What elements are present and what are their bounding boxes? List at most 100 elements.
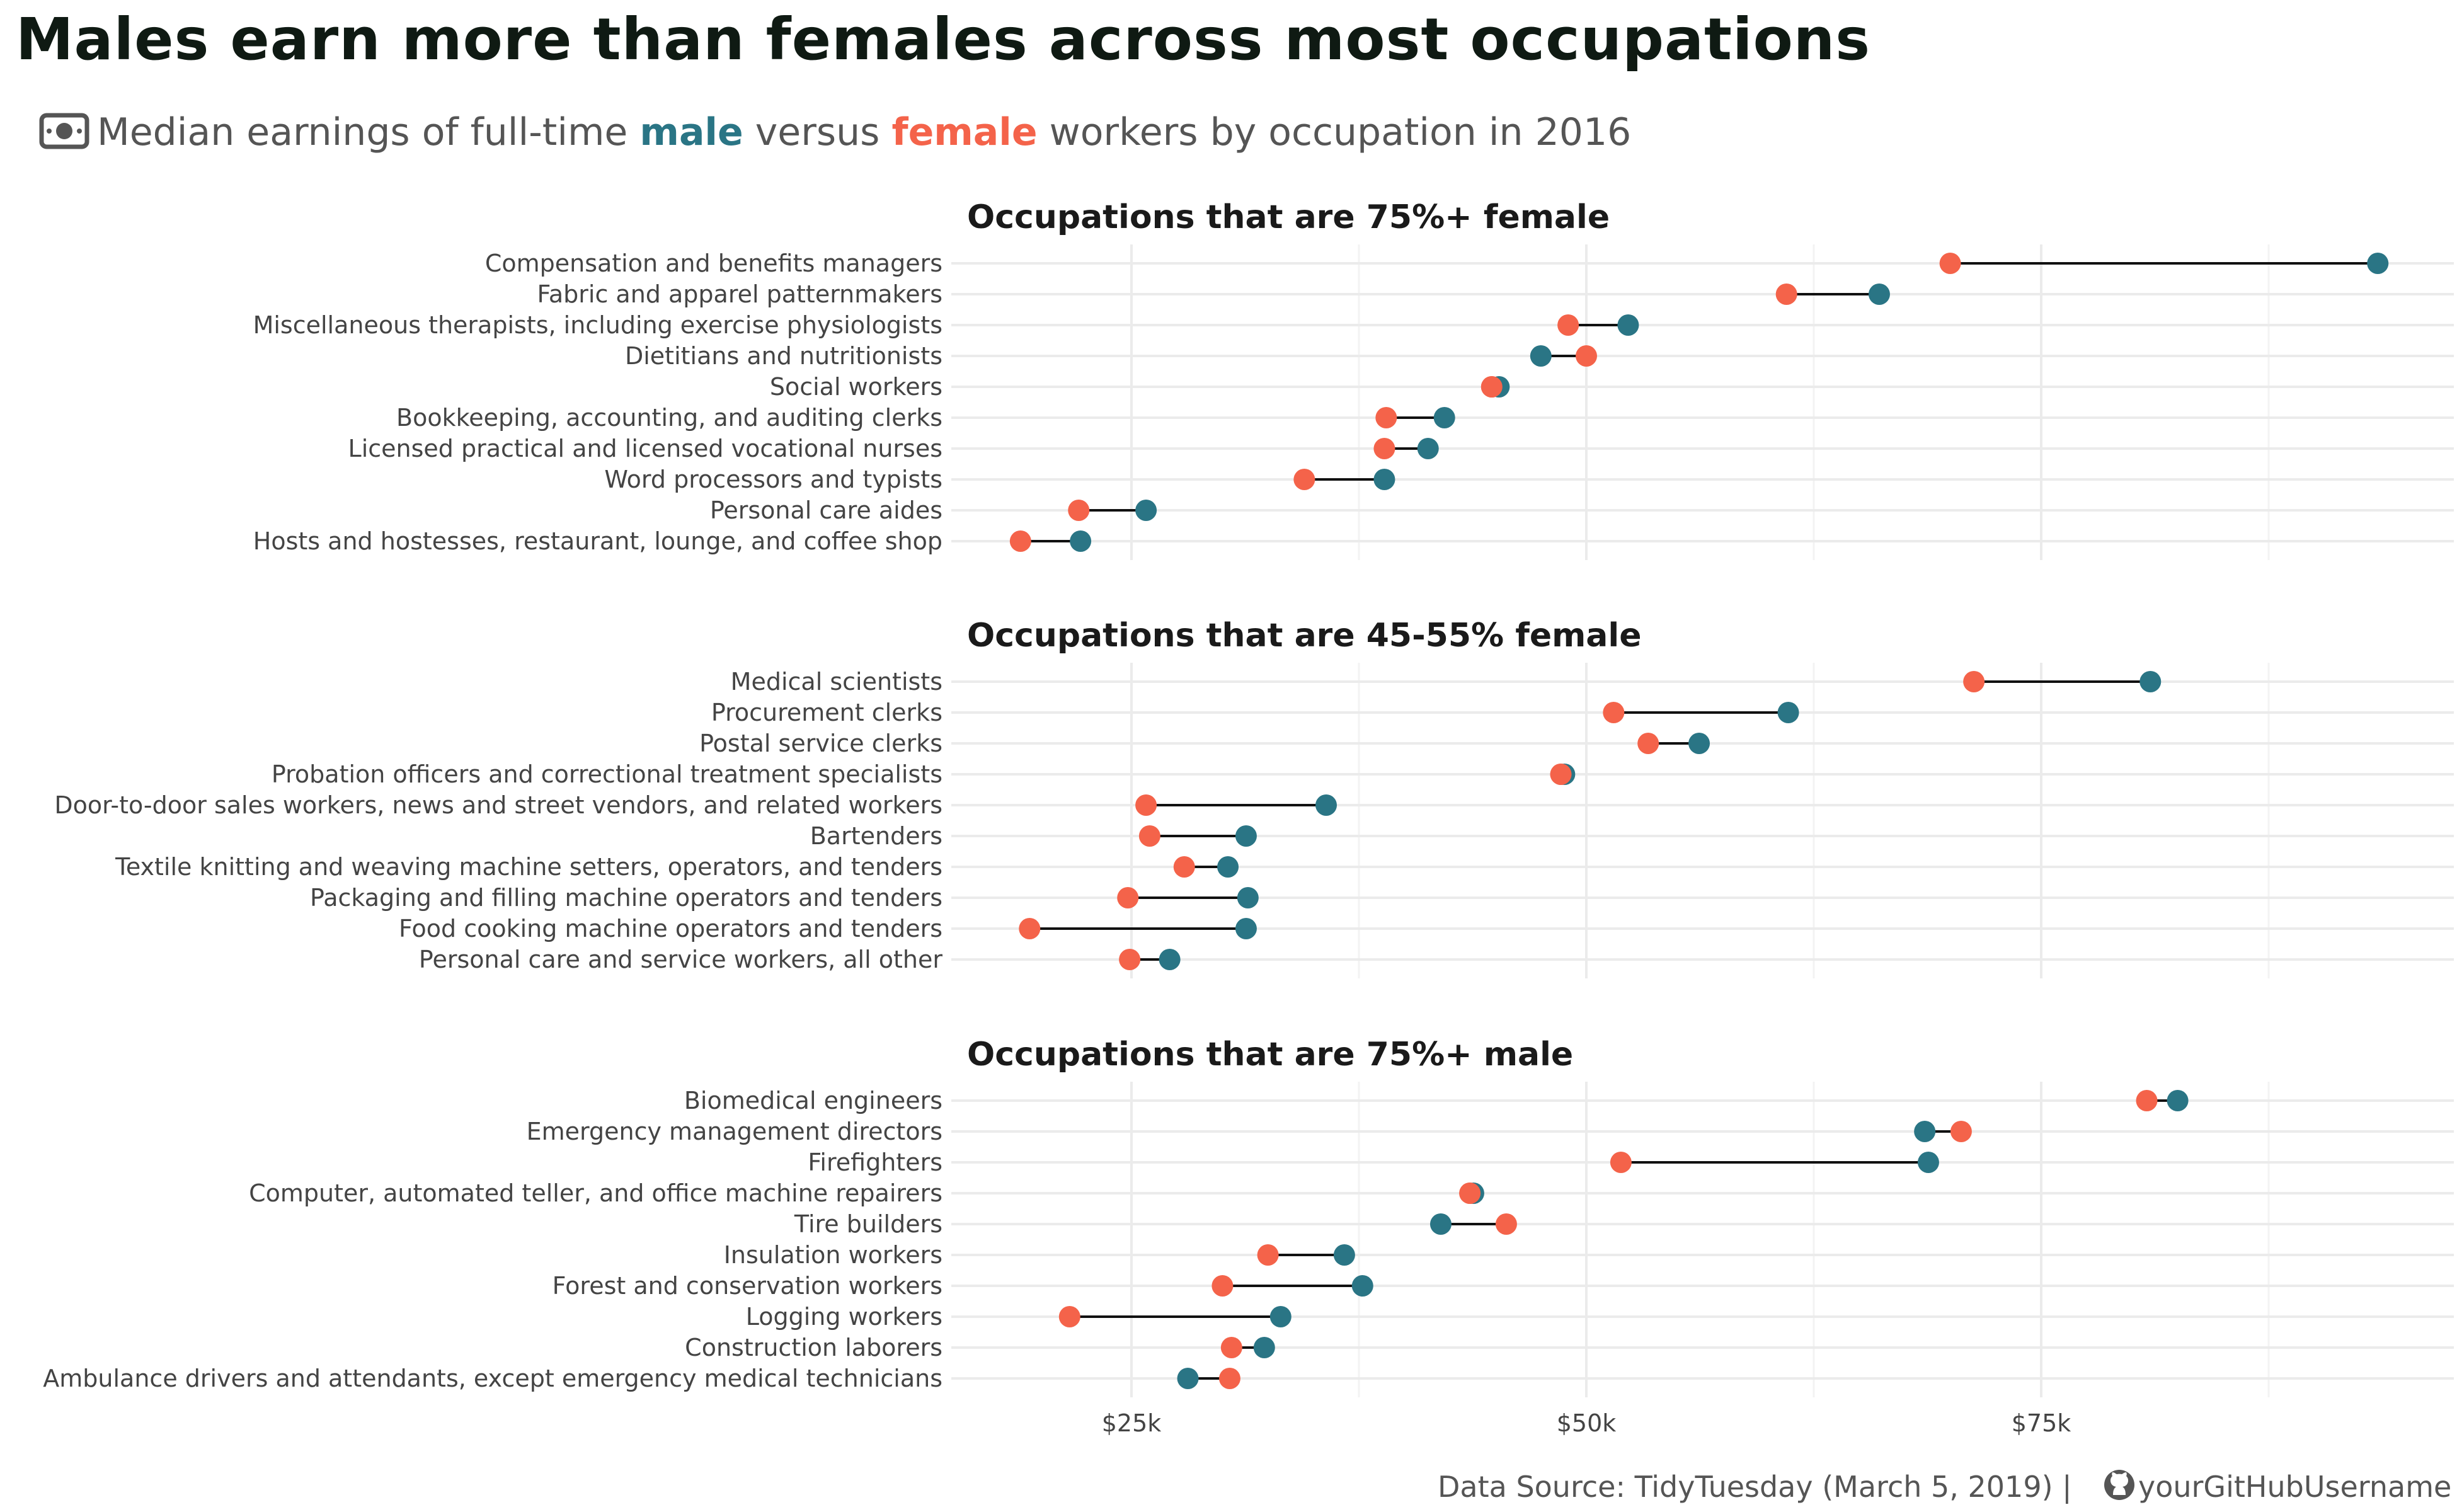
occupation-label: Computer, automated teller, and office m… [249,1179,942,1207]
male-point [2167,1090,2189,1111]
occupation-label: Medical scientists [731,668,942,696]
occupation-label: Firefighters [808,1148,942,1176]
male-point [1617,314,1639,336]
occupation-label: Personal care and service workers, all o… [419,946,942,973]
occupation-label: Food cooking machine operators and tende… [399,915,942,942]
occupation-label: Biomedical engineers [684,1087,942,1114]
female-point-overlay [1550,764,1572,785]
male-point [1914,1121,1936,1142]
male-point [1235,918,1257,939]
occupation-label: Door-to-door sales workers, news and str… [54,791,942,819]
male-point [1159,949,1181,970]
occupation-label: Ambulance drivers and attendants, except… [43,1365,942,1392]
occupation-label: Forest and conservation workers [553,1272,942,1300]
male-point [1269,1306,1292,1327]
female-point [1068,500,1090,521]
occupation-label: Dietitians and nutritionists [625,342,942,370]
occupation-label: Logging workers [746,1303,942,1331]
female-point [1218,1368,1240,1389]
occupation-label: Procurement clerks [711,699,942,726]
occupation-label: Insulation workers [724,1241,942,1269]
male-point [1237,887,1259,908]
chart-title: Males earn more than females across most… [16,6,1870,73]
female-point [1293,469,1315,490]
subtitle-female: female [891,110,1037,154]
female-point [1375,407,1397,428]
male-point [1235,825,1257,847]
female-point [1963,671,1985,692]
occupation-label: Fabric and apparel patternmakers [537,280,943,308]
female-point [1610,1152,1632,1173]
female-point [1939,253,1961,274]
panel-title: Occupations that are 75%+ female [967,198,1610,236]
subtitle: Median earnings of full-time male versus… [39,110,1631,154]
female-point [1495,1213,1517,1235]
female-point [1135,794,1157,816]
caption: Data Source: TidyTuesday (March 5, 2019)… [1438,1470,2451,1504]
caption-user: yourGitHubUsername [2138,1470,2451,1504]
female-point [1058,1306,1080,1327]
male-point [2367,253,2389,274]
female-point [1576,345,1597,367]
subtitle-prefix: Median earnings of full-time [97,110,639,154]
x-tick-label: $25k [1102,1409,1162,1437]
female-point [1211,1275,1234,1297]
male-point [1530,345,1552,367]
male-point [1135,500,1157,521]
female-point-overlay [1480,376,1503,398]
male-point [1217,856,1239,878]
male-point [1917,1152,1939,1173]
male-point [1070,530,1092,552]
occupation-label: Construction laborers [685,1334,942,1361]
male-point [1351,1275,1373,1297]
caption-source: Data Source: TidyTuesday (March 5, 2019)… [1438,1470,2072,1504]
subtitle-text: Median earnings of full-time male versus… [97,110,1631,154]
subtitle-suffix: workers by occupation in 2016 [1038,110,1632,154]
male-point [1777,702,1799,723]
occupation-label: Emergency management directors [527,1118,942,1145]
male-point [1333,1244,1355,1266]
panel-title: Occupations that are 75%+ male [967,1036,1573,1074]
female-point [1603,702,1625,723]
female-point [1119,949,1141,970]
occupation-label: Personal care aides [710,496,942,524]
male-point [1315,794,1337,816]
occupation-label: Miscellaneous therapists, including exer… [253,311,942,339]
occupation-label: Social workers [770,373,942,401]
occupation-label: Word processors and typists [604,466,942,493]
female-point [1009,530,1031,552]
occupation-label: Bookkeeping, accounting, and auditing cl… [396,404,942,432]
x-tick-label: $75k [2012,1409,2071,1437]
female-point [1220,1337,1242,1358]
money-bill-icon [39,113,89,149]
female-point [1775,284,1797,305]
panel: Occupations that are 45-55% female Medica… [54,617,2454,978]
occupation-label: Packaging and filling machine operators … [310,884,942,912]
occupation-label: Textile knitting and weaving machine set… [115,853,942,881]
female-point [1557,314,1579,336]
occupation-label: Licensed practical and licensed vocation… [348,435,942,462]
x-tick-label: $50k [1557,1409,1617,1437]
female-point [1019,918,1041,939]
male-point [1417,438,1439,459]
male-point [1868,284,1890,305]
subtitle-male: male [639,110,743,154]
occupation-label: Hosts and hostesses, restaurant, lounge,… [253,527,942,555]
occupation-label: Bartenders [810,822,942,850]
panel: Occupations that are 75%+ female Compensa… [253,198,2454,560]
female-point [2136,1090,2158,1111]
male-point [1688,733,1710,754]
female-point [1173,856,1195,878]
female-point [1950,1121,1972,1142]
male-point [1253,1337,1275,1358]
male-point [1177,1368,1199,1389]
male-point [1429,1213,1452,1235]
female-point [1637,733,1659,754]
male-point [1433,407,1455,428]
occupation-label: Postal service clerks [699,730,942,757]
panel: Occupations that are 75%+ male Biomedical… [43,1036,2454,1397]
subtitle-middle: versus [743,110,892,154]
occupation-label: Tire builders [794,1210,942,1238]
occupation-label: Probation officers and correctional trea… [272,760,942,788]
